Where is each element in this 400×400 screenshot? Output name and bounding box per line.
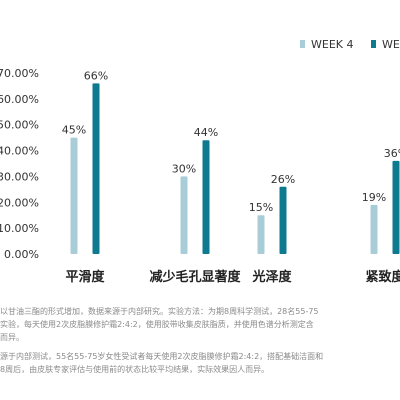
footnote-line: 而异。 bbox=[0, 333, 24, 342]
legend-label-week8: WE bbox=[382, 38, 400, 51]
data-label: 44% bbox=[194, 126, 218, 139]
y-tick-label: 10.00% bbox=[0, 222, 39, 235]
footnotes: 以甘油三酯的形式增加，数据来源于内部研究。实验方法：为期8周科学测试，28名55… bbox=[0, 305, 400, 376]
y-tick-label: 70.00% bbox=[0, 67, 39, 80]
footnote-line: 源于内部测试，55名55-75岁女性受试者每天使用2次皮脂膜修护霜2:4:2，搭… bbox=[0, 352, 324, 361]
data-label: 36% bbox=[384, 147, 400, 160]
data-label: 26% bbox=[271, 173, 295, 186]
bar-week4 bbox=[70, 137, 78, 254]
bar-week8 bbox=[202, 140, 210, 254]
legend-label-week4: WEEK 4 bbox=[311, 38, 354, 51]
y-tick-label: 40.00% bbox=[0, 145, 39, 158]
bar-week4 bbox=[257, 215, 265, 254]
bar-week4 bbox=[180, 176, 188, 254]
bar-week8 bbox=[279, 186, 287, 254]
data-label: 45% bbox=[62, 124, 86, 137]
x-tick-label: 紧致度 bbox=[365, 269, 400, 285]
chart-legend: WEEK 4 WE bbox=[300, 38, 400, 51]
y-tick-label: 0.00% bbox=[4, 248, 39, 261]
legend-item-week4: WEEK 4 bbox=[300, 38, 354, 51]
x-tick-label: 减少毛孔显著度 bbox=[149, 269, 241, 285]
y-tick-label: 30.00% bbox=[0, 170, 39, 183]
footnote-line: 8周后，由皮肤专家评估与使用前的状态比较平均结果，实际效果因人而异。 bbox=[0, 365, 270, 374]
data-label: 15% bbox=[249, 201, 273, 214]
y-tick-label: 60.00% bbox=[0, 93, 39, 106]
y-tick-label: 20.00% bbox=[0, 196, 39, 209]
footnote-line: 实验，每天使用2次皮脂膜修护霜2:4:2，使用胶带收集皮肤脂质，并使用色谱分析测… bbox=[0, 320, 314, 329]
legend-item-week8: WE bbox=[371, 38, 400, 51]
data-label: 19% bbox=[362, 191, 386, 204]
legend-swatch-week8 bbox=[371, 40, 376, 48]
footnote-line: 以甘油三酯的形式增加，数据来源于内部研究。实验方法：为期8周科学测试，28名55… bbox=[0, 307, 319, 316]
data-label: 66% bbox=[84, 69, 108, 82]
y-tick-label: 50.00% bbox=[0, 119, 39, 132]
bar-week4 bbox=[370, 204, 378, 254]
bar-week8 bbox=[392, 160, 400, 254]
legend-swatch-week4 bbox=[300, 40, 305, 48]
x-tick-label: 平滑度 bbox=[65, 269, 105, 285]
x-tick-label: 光泽度 bbox=[251, 269, 292, 285]
data-label: 30% bbox=[172, 162, 196, 175]
bar-week8 bbox=[92, 83, 100, 254]
